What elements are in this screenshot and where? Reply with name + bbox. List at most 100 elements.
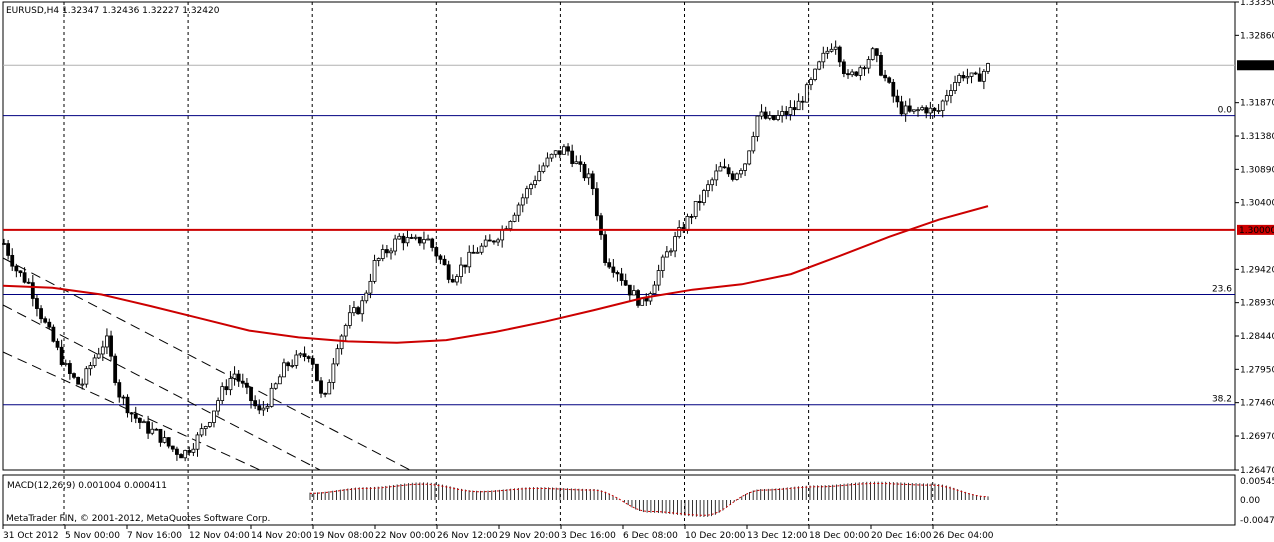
level-price-tag [1237, 224, 1274, 235]
candle-body [916, 109, 920, 112]
candle-body [566, 146, 570, 152]
fib-label: 23.6 [1212, 285, 1232, 295]
candle-body [92, 357, 97, 366]
candle-body [232, 373, 237, 379]
candle-body [755, 115, 760, 137]
trend-channel [2, 257, 411, 471]
candle-body [84, 368, 89, 385]
candle-body [187, 450, 192, 453]
level-price-text: 1.30000 [1239, 226, 1274, 236]
candle-body [578, 161, 583, 165]
candle-body [327, 382, 332, 395]
y-tick-label: 1.33350 [1240, 0, 1274, 8]
price-axis: 1.33350 1.32860 1.31870 1.31380 1.30890 1.304… [1235, 0, 1274, 476]
macd-label: MACD(12,26,9) 0.001004 0.000411 [7, 481, 167, 491]
candle-body [524, 188, 529, 199]
y-tick-label: 1.29420 [1240, 265, 1274, 275]
candle-body [603, 234, 608, 264]
candle-body [158, 428, 163, 443]
candle-body [883, 74, 887, 79]
candle-body [88, 365, 93, 370]
candle-body [833, 46, 838, 50]
candle-body [30, 282, 35, 299]
x-tick-label: 7 Nov 16:00 [127, 531, 182, 541]
symbol-label: EURUSD,H4 [6, 6, 59, 16]
candle-body [459, 264, 463, 277]
candle-body [813, 68, 817, 80]
x-tick-label: 6 Dec 08:00 [623, 531, 678, 541]
candle-body [895, 95, 900, 103]
candle-body [35, 298, 39, 309]
candle-body [562, 146, 566, 155]
candle-body [969, 72, 974, 77]
macd-signal-line [309, 483, 989, 516]
candle-body [137, 417, 142, 423]
macd-plot-frame [2, 474, 1236, 526]
candle-body [26, 281, 31, 284]
x-tick-label: 22 Nov 00:00 [375, 531, 436, 541]
candle-body [936, 110, 941, 112]
candle-body [734, 173, 739, 180]
candle-body [751, 136, 756, 152]
candle-body [446, 264, 451, 280]
candle-body [100, 346, 105, 355]
candle-body [944, 95, 949, 102]
candle-body [401, 235, 406, 244]
candle-body [454, 276, 459, 283]
candle-body [829, 48, 834, 52]
candle-body [747, 150, 752, 165]
candle-body [866, 59, 871, 69]
y-tick-label: 1.32860 [1240, 31, 1274, 41]
candle-body [199, 428, 204, 436]
candle-body [689, 216, 694, 218]
candle-body [529, 184, 533, 190]
x-tick-label: 18 Dec 00:00 [809, 531, 870, 541]
candle-body [39, 308, 43, 320]
candle-body [195, 434, 200, 450]
candle-body [623, 280, 628, 286]
candle-body [796, 100, 801, 111]
candle-body [763, 111, 768, 119]
candle-body [253, 400, 258, 407]
candle-body [80, 383, 85, 386]
candle-body [146, 421, 151, 434]
candle-body [928, 107, 933, 114]
x-tick-label: 20 Dec 16:00 [871, 531, 932, 541]
fibonacci-levels: 0.0 23.6 38.2 [3, 64, 1235, 406]
candle-body [467, 251, 472, 268]
candle-body [702, 190, 706, 204]
candle-body [183, 450, 188, 459]
candle-body [343, 325, 348, 337]
candle-body [397, 235, 402, 240]
candle-body [286, 362, 290, 367]
candle-body [545, 157, 550, 167]
candle-body [166, 437, 171, 447]
candle-body [887, 77, 892, 83]
candle-body [434, 247, 439, 257]
candle-body [405, 237, 410, 244]
candle-body [306, 356, 311, 359]
candle-body [792, 107, 797, 111]
candle-body [384, 249, 389, 254]
candle-body [339, 335, 344, 350]
candle-body [557, 150, 562, 155]
candle-body [117, 382, 122, 398]
candle-body [265, 405, 270, 409]
candle-body [76, 376, 81, 385]
candle-body [335, 348, 340, 365]
candle-body [319, 380, 323, 394]
candle-body [273, 383, 278, 389]
candle-body [784, 111, 789, 115]
candle-body [483, 239, 488, 247]
candle-body [669, 250, 673, 253]
candle-body [854, 71, 859, 76]
candle-body [409, 237, 414, 239]
candle-body [846, 73, 850, 76]
channel-line [2, 257, 411, 471]
candle-body [331, 363, 336, 383]
candle-body [245, 382, 249, 388]
x-tick-label: 26 Nov 12:00 [437, 531, 498, 541]
macd-indicator: 0.00545 0.00 -0.00472 [309, 477, 1274, 526]
candle-body [368, 280, 373, 294]
